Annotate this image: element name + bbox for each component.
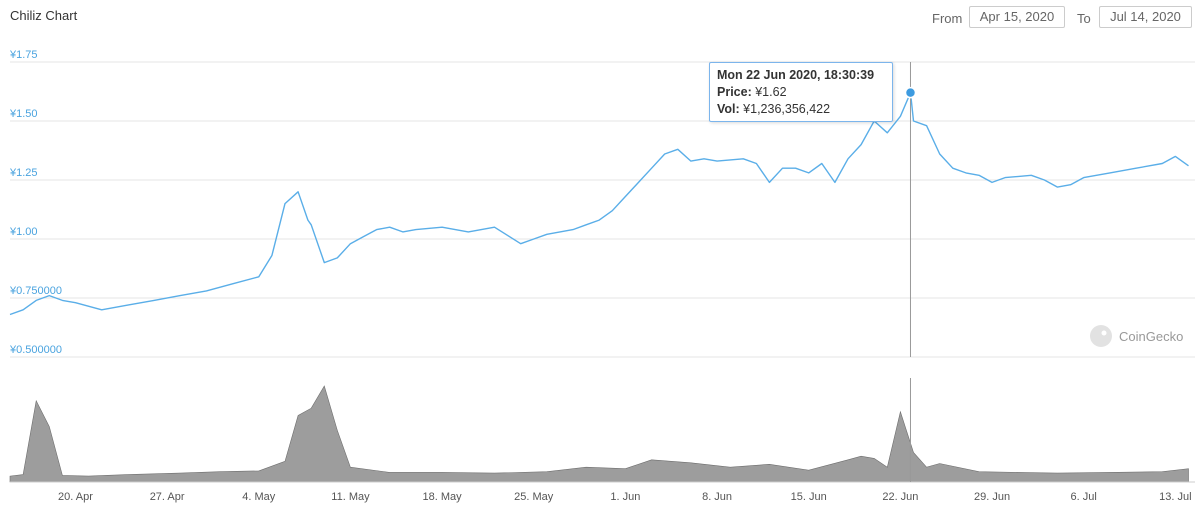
- y-tick-label: ¥0.500000: [9, 344, 62, 356]
- tooltip-vol-value: ¥1,236,356,422: [743, 102, 831, 116]
- y-tick-label: ¥1.50: [9, 108, 38, 120]
- x-tick-label: 13. Jul: [1159, 491, 1191, 503]
- x-tick-label: 11. May: [331, 491, 370, 503]
- x-tick-label: 4. May: [242, 491, 276, 503]
- tooltip-price-value: ¥1.62: [755, 85, 787, 99]
- tooltip-price-label: Price:: [717, 85, 752, 99]
- from-label: From: [932, 11, 963, 26]
- tooltip-vol-label: Vol:: [717, 102, 740, 116]
- x-tick-label: 6. Jul: [1071, 491, 1097, 503]
- x-tick-label: 1. Jun: [610, 491, 640, 503]
- x-tick-label: 15. Jun: [791, 491, 827, 503]
- tooltip: Mon 22 Jun 2020, 18:30:39 Price: ¥1.62 V…: [709, 62, 893, 122]
- x-tick-label: 18. May: [423, 491, 463, 503]
- x-tick-label: 29. Jun: [974, 491, 1010, 503]
- from-date-input[interactable]: Apr 15, 2020: [969, 6, 1065, 28]
- to-label: To: [1077, 11, 1091, 26]
- y-tick-label: ¥1.75: [9, 49, 38, 61]
- x-tick-label: 27. Apr: [150, 491, 185, 503]
- hover-marker: [904, 86, 917, 99]
- y-tick-label: ¥1.00: [9, 226, 38, 238]
- x-tick-label: 20. Apr: [58, 491, 93, 503]
- to-date-input[interactable]: Jul 14, 2020: [1099, 6, 1192, 28]
- coingecko-watermark: CoinGecko: [1090, 325, 1183, 347]
- coingecko-eye-icon: [1101, 330, 1107, 336]
- price-line: [9, 92, 1189, 316]
- tooltip-date: Mon 22 Jun 2020, 18:30:39: [717, 68, 875, 82]
- x-tick-label: 22. Jun: [882, 491, 918, 503]
- x-tick-label: 25. May: [514, 491, 554, 503]
- volume-area: [9, 385, 1189, 483]
- coingecko-logo-icon: [1090, 325, 1112, 347]
- chart-title: Chiliz Chart: [10, 8, 78, 23]
- watermark-text: CoinGecko: [1119, 329, 1183, 344]
- y-tick-label: ¥0.750000: [9, 285, 62, 297]
- x-tick-label: 8. Jun: [702, 491, 732, 503]
- y-tick-label: ¥1.25: [9, 167, 38, 179]
